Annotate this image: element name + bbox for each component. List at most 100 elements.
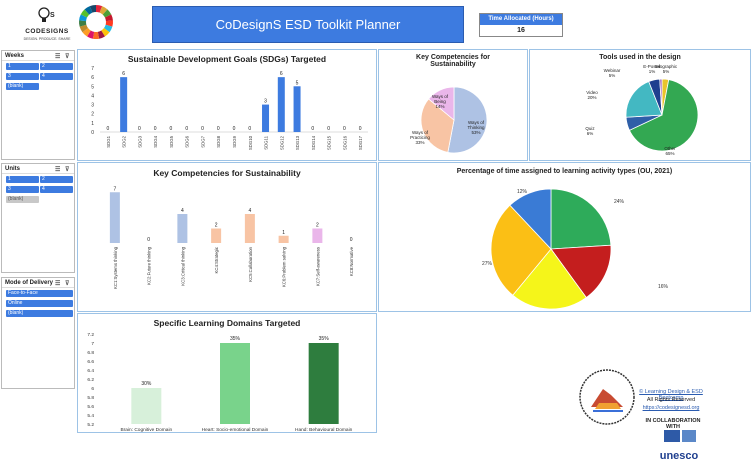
sdg-wheel-segment xyxy=(87,30,95,39)
weeks-item-3[interactable]: 3 xyxy=(6,73,39,80)
multi-select-icon[interactable]: ☰ xyxy=(55,281,61,287)
data-label-sdg12: 6 xyxy=(280,71,283,77)
data-label-kc5-collaboration: 4 xyxy=(248,208,251,214)
delivery-item-face-to-face[interactable]: Face-to-Face xyxy=(6,290,73,297)
activity-pie-slice-communicative-collaboration xyxy=(512,248,587,310)
domains-bar-chart: 5.2 5.4 5.6 5.8 6 6.2 6.4 6.6 6.8 7 7.2 30% Brain: C… xyxy=(87,332,353,432)
x-tick-label-kc5-collaboration: KC5:Collaboration xyxy=(248,246,253,281)
bar-sdg13 xyxy=(293,86,301,132)
sdg-wheel-segment xyxy=(79,14,88,22)
weeks-slicer: Weeks ☰ ⊽ 1 2 3 4 (blank) xyxy=(1,50,75,160)
footer-rights: All Rights Reserved xyxy=(646,397,696,403)
data-label-heart-socio-emotional-domain: 35% xyxy=(230,336,241,342)
sdg-wheel-segment xyxy=(80,9,90,18)
data-label-e-poster: E-Poster 1% xyxy=(643,64,661,74)
delivery-item-online[interactable]: Online xyxy=(6,300,73,307)
y-tick-label: 1 xyxy=(91,121,94,127)
bar-brain-cognitive-domain xyxy=(131,388,162,424)
data-label-production: 24% xyxy=(614,199,625,205)
kc-pie-panel: Key Competencies for Sustainability Ways… xyxy=(378,49,528,161)
sdg-wheel-segment xyxy=(101,28,110,37)
x-tick-label-kc2-future-thinking: KC2:Future thinking xyxy=(147,246,152,285)
sdg-wheel-segment xyxy=(102,9,112,18)
tools-pie-chart: Other 65% Quiz 6% Video 20% Webinar 5% E-Poster 1… xyxy=(585,64,699,156)
x-tick-label-sdg15: SDG15 xyxy=(327,135,332,150)
y-tick-label: 5.6 xyxy=(87,404,94,410)
units-item-2[interactable]: 2 xyxy=(40,176,73,183)
activity-pie-slice-practice xyxy=(509,188,552,251)
tools-pie-slice-e-poster xyxy=(659,78,663,116)
data-label-sdg4: 0 xyxy=(154,126,157,132)
data-label-sdg17: 0 xyxy=(359,126,362,132)
units-slicer: Units ☰ ⊽ 1 2 3 4 (blank) xyxy=(1,163,75,273)
data-label-practice: 12% xyxy=(517,189,528,195)
units-item-1[interactable]: 1 xyxy=(6,176,39,183)
data-label-sdg14: 0 xyxy=(311,126,314,132)
multi-select-icon[interactable]: ☰ xyxy=(55,54,61,60)
data-label-sdg11: 3 xyxy=(264,99,267,105)
units-item-4[interactable]: 4 xyxy=(40,186,73,193)
bar-sdg2 xyxy=(120,77,128,132)
unesco-label: unesco xyxy=(659,450,699,462)
sdg-chart-title: Sustainable Development Goals (SDGs) Tar… xyxy=(127,54,327,64)
sdg-wheel-segment xyxy=(79,24,89,33)
lightbulb-icon: S xyxy=(38,7,55,22)
data-label-kc2-future-thinking: 0 xyxy=(147,237,150,243)
sdg-wheel-segment xyxy=(105,20,113,27)
delivery-item-blank[interactable]: (blank) xyxy=(6,310,73,317)
data-label-kc6-problem-solving: 1 xyxy=(282,230,285,236)
clear-filter-icon[interactable]: ⊽ xyxy=(65,54,70,60)
data-label-sdg9: 0 xyxy=(233,126,236,132)
page-title: CoDesignS ESD Toolkit Planner xyxy=(152,6,464,43)
data-label-sdg8: 0 xyxy=(217,126,220,132)
multi-select-icon[interactable]: ☰ xyxy=(55,167,61,173)
units-item-3[interactable]: 3 xyxy=(6,186,39,193)
weeks-item-4[interactable]: 4 xyxy=(40,73,73,80)
clear-filter-icon[interactable]: ⊽ xyxy=(65,167,70,173)
domains-bar-panel: Specific Learning Domains Targeted 5.2 5.… xyxy=(77,313,377,433)
time-allocated-label: Time Allocated (Hours) xyxy=(480,14,562,25)
x-tick-label-sdg12: SDG12 xyxy=(279,135,284,150)
footer-copyright[interactable]: © Learning Design & ESD Bootcamp xyxy=(639,389,703,401)
y-tick-label: 6.2 xyxy=(87,377,94,383)
activity-pie-chart: 24%16%21%27%12%AssimilativeCommunicative… xyxy=(482,188,669,310)
y-tick-label: 5.2 xyxy=(87,422,94,428)
footer-url[interactable]: https://codesignesd.org xyxy=(642,405,700,411)
activity-pie-slice-finding-and-handling-information xyxy=(490,204,552,296)
kc-pie-title: Key Competencies for Sustainability xyxy=(416,54,490,68)
y-tick-label: 6.4 xyxy=(87,368,94,374)
weeks-item-blank[interactable]: (blank) xyxy=(6,83,39,90)
data-label-sdg1: 0 xyxy=(106,126,109,132)
units-item-blank[interactable]: (blank) xyxy=(6,196,39,203)
weeks-slicer-title: Weeks xyxy=(5,53,24,59)
data-label-other: Other 65% xyxy=(664,146,676,156)
x-tick-label-heart-socio-emotional-domain: Heart: Socio-emotional Domain xyxy=(202,427,269,432)
x-tick-label-sdg13: SDG13 xyxy=(295,135,300,150)
sdg-wheel-segment xyxy=(104,14,113,22)
data-label-video: Video 20% xyxy=(586,90,598,100)
x-tick-label-sdg5: SDG5 xyxy=(169,135,174,147)
y-tick-label: 7 xyxy=(91,66,94,72)
x-tick-label-hand-behavioural-domain: Hand: Behavioural Domain xyxy=(295,427,353,432)
data-label-infographic: Infographic 5% xyxy=(655,64,678,74)
y-tick-label: 4 xyxy=(91,93,94,99)
domains-bar-title: Specific Learning Domains Targeted xyxy=(153,318,301,328)
bar-kc4-strategic xyxy=(211,228,222,243)
y-tick-label: 5.8 xyxy=(87,395,94,401)
svg-text:S: S xyxy=(50,12,55,19)
x-tick-label-sdg11: SDG11 xyxy=(264,135,269,149)
data-label-ways-of-being: Ways of Being 14% xyxy=(432,94,449,109)
delivery-slicer-title: Mode of Delivery xyxy=(5,280,54,286)
weeks-item-1[interactable]: 1 xyxy=(6,63,39,70)
data-label-assimilative: 16% xyxy=(658,284,669,290)
sdg-chart-panel: Sustainable Development Goals (SDGs) Tar… xyxy=(77,49,377,161)
activity-pie-panel: Percentage of time assigned to learning … xyxy=(378,162,751,312)
x-tick-label-sdg6: SDG6 xyxy=(185,135,190,147)
time-allocated-value: 16 xyxy=(517,27,525,34)
weeks-item-2[interactable]: 2 xyxy=(40,63,73,70)
x-tick-label-kc4-strategic: KC4:Strategic xyxy=(214,246,219,273)
clear-filter-icon[interactable]: ⊽ xyxy=(65,281,70,287)
bar-sdg11 xyxy=(262,104,270,132)
sdg-wheel-segment xyxy=(103,24,113,33)
sdg-wheel-segment xyxy=(79,20,87,27)
